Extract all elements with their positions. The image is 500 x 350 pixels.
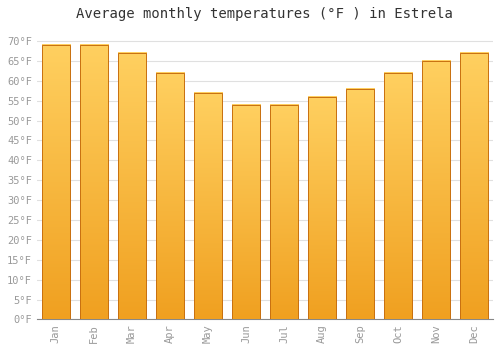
Title: Average monthly temperatures (°F ) in Estrela: Average monthly temperatures (°F ) in Es…	[76, 7, 454, 21]
Bar	[156, 73, 184, 320]
Bar	[42, 45, 70, 320]
Bar	[308, 97, 336, 320]
Bar	[346, 89, 374, 320]
Bar	[194, 93, 222, 320]
Bar	[384, 73, 412, 320]
Bar	[460, 53, 488, 320]
Bar	[232, 105, 260, 320]
Bar	[270, 105, 298, 320]
Bar	[118, 53, 146, 320]
Bar	[80, 45, 108, 320]
Bar	[422, 61, 450, 320]
